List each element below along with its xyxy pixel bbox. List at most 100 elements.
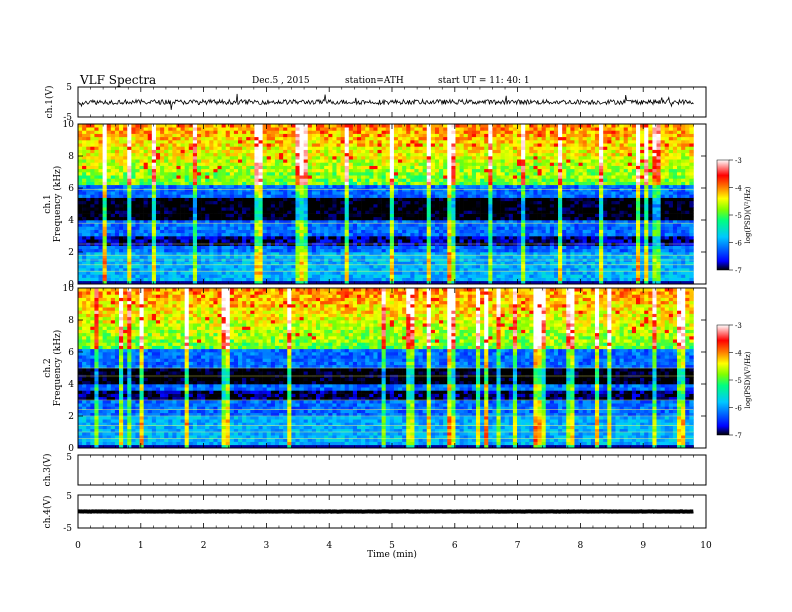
spectrogram-cell	[151, 274, 157, 278]
spectrogram-cell	[114, 280, 120, 285]
spectrogram-cell	[98, 207, 103, 211]
spectrogram-cell	[562, 261, 567, 266]
spectrogram-cell	[151, 207, 157, 211]
spectrogram-cell	[504, 268, 510, 272]
spectrogram-cell	[611, 184, 616, 189]
spectrogram-cell	[283, 181, 288, 186]
spectrogram-cell	[627, 226, 633, 230]
spectrogram-cell	[192, 264, 198, 269]
spectrogram-cell	[660, 268, 666, 272]
spectrogram-cell	[529, 200, 534, 205]
spectrogram-cell	[250, 178, 255, 182]
spectrogram-cell	[155, 216, 161, 221]
spectrogram-cell	[135, 232, 140, 237]
spectrogram-cell	[467, 220, 473, 224]
spectrogram-cell	[677, 277, 682, 282]
spectrogram-cell	[611, 194, 616, 198]
spectrogram-cell	[123, 200, 128, 205]
spectrogram-cell	[229, 274, 235, 278]
spectrogram-cell	[537, 271, 542, 275]
spectrogram-cell	[451, 191, 456, 195]
spectrogram-cell	[512, 229, 518, 234]
spectrogram-cell	[623, 277, 629, 282]
spectrogram-cell	[492, 216, 497, 221]
spectrogram-cell	[640, 213, 645, 218]
spectrogram-cell	[254, 191, 259, 195]
spectrogram-cell	[287, 223, 292, 227]
spectrogram-cell	[636, 255, 641, 259]
spectrogram-cell	[110, 236, 116, 240]
spectrogram-cell	[631, 239, 637, 243]
spectrogram-cell	[258, 245, 263, 250]
spectrogram-cell	[619, 194, 624, 198]
ch1-ylabel: ch.1(V)	[44, 86, 55, 119]
spectrogram-cell	[619, 200, 624, 205]
spectrogram-cell	[525, 245, 530, 250]
spectrogram-cell	[213, 277, 218, 282]
spectrogram-cell	[603, 191, 608, 195]
spectrogram-cell	[541, 223, 547, 227]
spectrogram-cell	[151, 184, 157, 189]
spectrogram-cell	[426, 239, 432, 243]
spectrogram-cell	[131, 194, 136, 198]
spectrogram-cell	[529, 255, 534, 259]
spectrogram-cell	[672, 280, 678, 285]
spectrogram-cell	[529, 184, 534, 189]
spectrogram-cell	[443, 232, 448, 237]
spectrogram-cell	[172, 264, 177, 269]
spectrogram-cell	[521, 274, 526, 278]
spectrogram-cell	[340, 274, 345, 278]
spectrogram-cell	[295, 252, 300, 256]
spectrogram-cell	[315, 268, 321, 272]
spectrogram-cell	[283, 194, 288, 198]
spectrogram-cell	[574, 255, 579, 259]
spectrogram-cell	[143, 280, 149, 285]
spectrogram-cell	[656, 194, 661, 198]
spectrogram-cell	[467, 271, 473, 275]
spectrogram-cell	[611, 204, 616, 208]
spectrogram-cell	[422, 204, 428, 208]
spectrogram-cell	[611, 277, 616, 282]
spectrogram-cell	[504, 274, 510, 278]
spectrogram-cell	[393, 268, 399, 272]
spectrogram-cell	[660, 271, 666, 275]
spectrogram-cell	[373, 236, 378, 240]
spectrogram-cell	[512, 207, 518, 211]
spectrogram-cell	[340, 204, 345, 208]
spectrogram-cell	[192, 261, 198, 266]
spectrogram-cell	[389, 204, 395, 208]
spectrogram-cell	[168, 194, 173, 198]
spectrogram-cell	[488, 200, 493, 205]
spectrogram-cell	[192, 255, 198, 259]
spectrogram-cell	[274, 229, 280, 234]
spectrogram-cell	[545, 194, 551, 198]
spectrogram-cell	[258, 280, 263, 285]
spectrogram-cell	[131, 229, 136, 234]
spectrogram-cell	[147, 280, 153, 285]
spectrogram-cell	[221, 223, 226, 227]
spectrogram-cell	[451, 226, 456, 230]
spectrogram-cell	[484, 245, 489, 250]
spectrogram-cell	[225, 184, 231, 189]
spectrogram-cell	[82, 229, 87, 234]
spectrogram-cell	[254, 204, 259, 208]
spectrogram-cell	[660, 200, 666, 205]
spectrogram-cell	[508, 213, 514, 218]
spectrogram-cell	[439, 226, 444, 230]
spectrogram-cell	[492, 213, 497, 218]
spectrogram-cell	[135, 184, 140, 189]
spectrogram-cell	[681, 191, 686, 195]
spectrogram-cell	[393, 248, 399, 253]
spectrogram-cell	[229, 245, 235, 250]
spectrogram-cell	[114, 207, 120, 211]
spectrogram-cell	[426, 220, 432, 224]
spectrogram-cell	[496, 184, 501, 189]
spectrogram-cell	[225, 204, 231, 208]
spectrogram-cell	[619, 239, 624, 243]
spectrogram-cell	[246, 181, 251, 186]
spectrogram-cell	[336, 245, 341, 250]
spectrogram-cell	[180, 223, 185, 227]
spectrogram-cell	[307, 232, 313, 237]
spectrogram-cell	[537, 207, 542, 211]
spectrogram-cell	[566, 213, 571, 218]
